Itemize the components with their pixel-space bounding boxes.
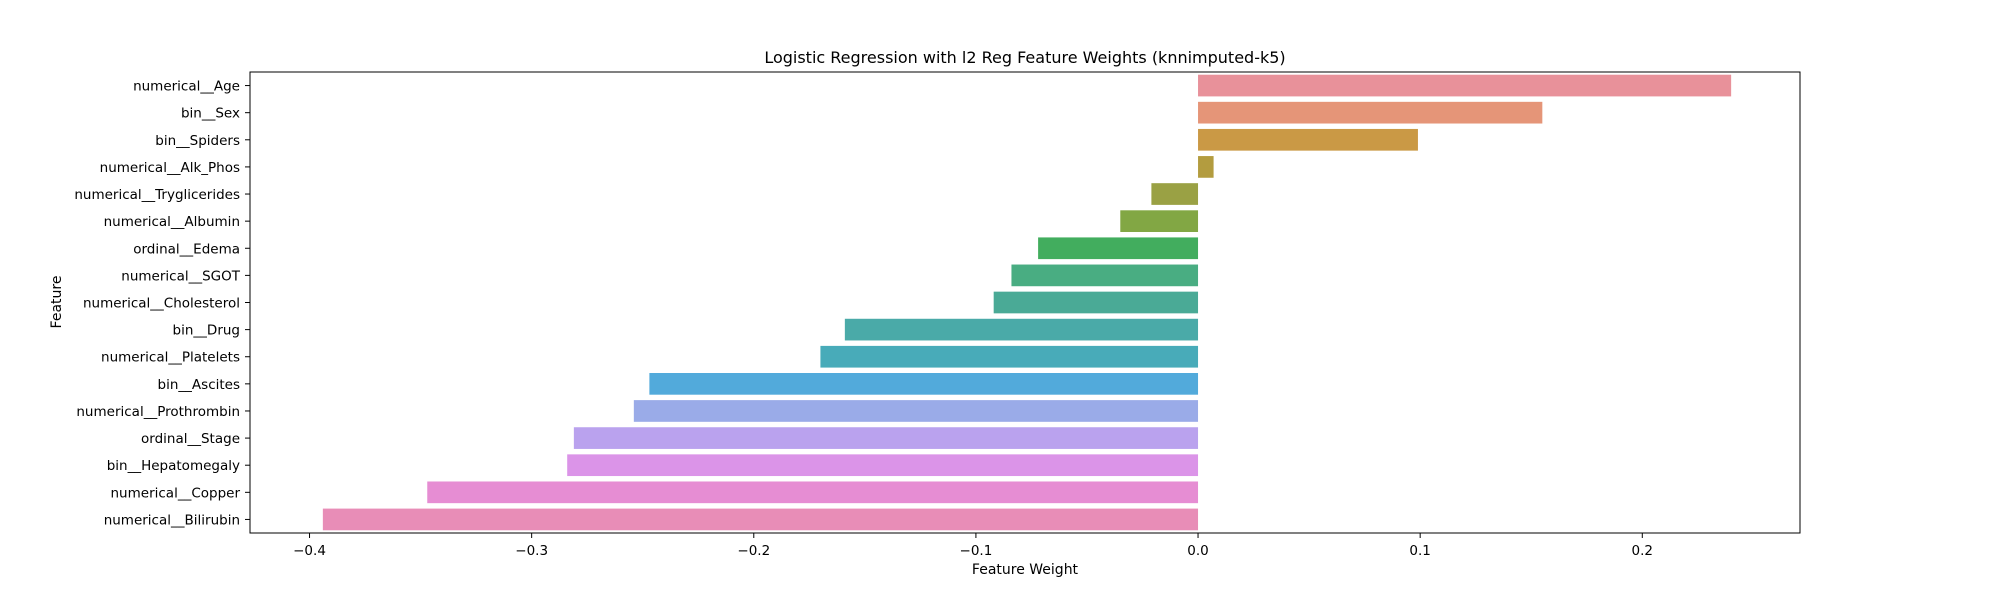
bar-bin-sex bbox=[1198, 101, 1543, 124]
bar-numerical-platelets bbox=[820, 345, 1199, 368]
bar-bin-hepatomegaly bbox=[567, 454, 1199, 477]
bar-bin-spiders bbox=[1198, 128, 1418, 151]
x-axis-label: Feature Weight bbox=[972, 562, 1079, 578]
y-tick-label: numerical__Bilirubin bbox=[104, 512, 240, 528]
bar-numerical-sgot bbox=[1011, 264, 1199, 287]
x-axis-ticks: −0.4 −0.3 −0.2 −0.1 0.0 0.1 0.2 bbox=[293, 533, 1653, 559]
bar-numerical-bilirubin bbox=[322, 508, 1199, 531]
y-tick-label: bin__Ascites bbox=[158, 377, 240, 393]
bar-ordinal-stage bbox=[573, 427, 1199, 449]
y-tick-label: numerical__Alk_Phos bbox=[100, 160, 240, 176]
bar-numerical-tryglicerides bbox=[1151, 183, 1199, 205]
bar-numerical-prothrombin bbox=[633, 400, 1199, 422]
bar-ordinal-edema bbox=[1038, 237, 1199, 260]
y-tick-label: numerical__Cholesterol bbox=[83, 296, 240, 312]
bar-bin-drug bbox=[844, 318, 1199, 341]
y-axis-label: Feature bbox=[49, 276, 65, 329]
bar-numerical-albumin bbox=[1120, 210, 1199, 232]
bar-bin-ascites bbox=[649, 373, 1199, 395]
y-tick-label: numerical__Copper bbox=[111, 485, 241, 501]
y-tick-label: numerical__Age bbox=[133, 79, 240, 95]
y-tick-label: numerical__Tryglicerides bbox=[74, 187, 240, 203]
y-tick-label: bin__Spiders bbox=[155, 133, 240, 149]
y-tick-label: ordinal__Stage bbox=[141, 431, 240, 447]
y-tick-label: numerical__Prothrombin bbox=[76, 404, 240, 420]
y-tick-label: numerical__Platelets bbox=[101, 350, 240, 366]
x-tick-label: −0.3 bbox=[515, 543, 548, 559]
y-tick-label: bin__Drug bbox=[173, 323, 240, 339]
bar-numerical-copper bbox=[427, 481, 1199, 504]
bar-numerical-alk-phos bbox=[1198, 156, 1214, 178]
y-tick-label: bin__Sex bbox=[181, 106, 240, 122]
bar-numerical-cholesterol bbox=[993, 291, 1199, 314]
chart-title: Logistic Regression with l2 Reg Feature … bbox=[764, 48, 1285, 67]
x-tick-label: 0.2 bbox=[1632, 543, 1653, 559]
y-tick-label: ordinal__Edema bbox=[133, 241, 240, 257]
x-tick-label: 0.1 bbox=[1409, 543, 1430, 559]
x-tick-label: −0.4 bbox=[293, 543, 326, 559]
y-tick-label: numerical__SGOT bbox=[121, 268, 240, 284]
x-tick-label: −0.2 bbox=[737, 543, 770, 559]
y-tick-label: bin__Hepatomegaly bbox=[107, 458, 240, 474]
bar-numerical-age bbox=[1198, 74, 1732, 97]
y-axis-ticks: numerical__Age bin__Sex bin__Spidersnumeri… bbox=[74, 79, 250, 528]
y-tick-label: numerical__Albumin bbox=[104, 214, 240, 230]
x-tick-label: 0.0 bbox=[1187, 543, 1208, 559]
bars-group bbox=[322, 74, 1732, 531]
plot-area-frame bbox=[249, 71, 1801, 534]
x-tick-label: −0.1 bbox=[960, 543, 993, 559]
